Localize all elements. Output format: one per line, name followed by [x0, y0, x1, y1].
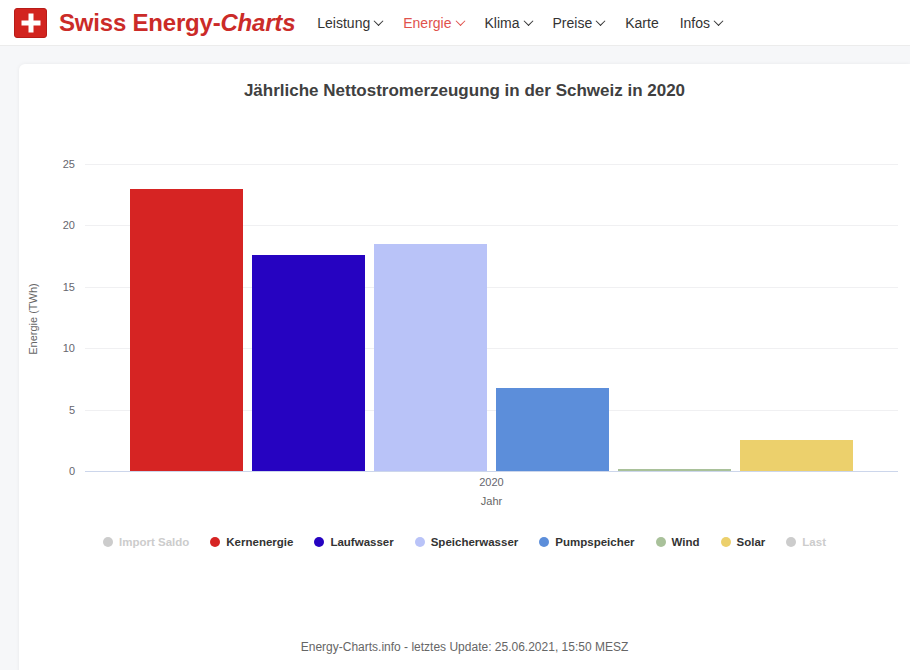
legend-item-speicherwasser[interactable]: Speicherwasser — [415, 536, 519, 548]
legend-label: Last — [802, 536, 826, 548]
bar-laufwasser[interactable] — [252, 255, 365, 471]
legend-dot-icon — [539, 537, 549, 547]
brand-title[interactable]: Swiss Energy-Charts — [59, 9, 295, 37]
nav-label: Preise — [553, 15, 593, 31]
bar-kernenergie[interactable] — [130, 189, 243, 471]
bar-pumpspeicher[interactable] — [496, 388, 609, 472]
y-tick-label: 5 — [41, 404, 75, 416]
nav-label: Karte — [625, 15, 658, 31]
legend-dot-icon — [656, 537, 666, 547]
x-tick-label: 2020 — [85, 476, 898, 488]
legend-label: Wind — [672, 536, 700, 548]
legend-label: Pumpspeicher — [555, 536, 634, 548]
chevron-down-icon — [374, 16, 384, 26]
legend-dot-icon — [786, 537, 796, 547]
y-tick-label: 15 — [41, 281, 75, 293]
legend-item-wind[interactable]: Wind — [656, 536, 700, 548]
legend-item-laufwasser[interactable]: Laufwasser — [314, 536, 393, 548]
legend-label: Solar — [737, 536, 766, 548]
plot-area: Energie (TWh) 0 5 10 15 20 25 — [85, 165, 898, 472]
chevron-down-icon — [596, 16, 606, 26]
bar-group-2020 — [85, 164, 898, 471]
top-navigation-bar: Swiss Energy-Charts Leistung Energie Kli… — [0, 0, 910, 46]
y-axis-title: Energie (TWh) — [27, 283, 39, 355]
nav-label: Infos — [680, 15, 710, 31]
nav-label: Energie — [403, 15, 451, 31]
bar-wind[interactable] — [618, 469, 731, 471]
legend-label: Kernenergie — [226, 536, 293, 548]
legend-item-import-saldo[interactable]: Import Saldo — [103, 536, 189, 548]
legend-item-kernenergie[interactable]: Kernenergie — [210, 536, 293, 548]
nav-item-preise[interactable]: Preise — [553, 15, 605, 31]
legend-item-last[interactable]: Last — [786, 536, 826, 548]
nav-label: Klima — [485, 15, 520, 31]
chart-card: Jährliche Nettostromerzeugung in der Sch… — [19, 64, 910, 670]
legend-dot-icon — [314, 537, 324, 547]
y-tick-label: 20 — [41, 219, 75, 231]
brand-title-italic: Charts — [220, 9, 295, 36]
legend-dot-icon — [103, 537, 113, 547]
legend-item-solar[interactable]: Solar — [721, 536, 766, 548]
nav-item-klima[interactable]: Klima — [485, 15, 532, 31]
chart-legend: Import Saldo Kernenergie Laufwasser Spei… — [19, 536, 910, 548]
legend-label: Import Saldo — [119, 536, 189, 548]
gridline-0 — [85, 471, 898, 472]
legend-label: Speicherwasser — [431, 536, 519, 548]
brand-title-bold: Swiss Energy- — [59, 9, 220, 36]
y-tick-label: 0 — [41, 465, 75, 477]
x-axis-title: Jahr — [85, 495, 898, 507]
chevron-down-icon — [523, 16, 533, 26]
legend-label: Laufwasser — [330, 536, 393, 548]
legend-item-pumpspeicher[interactable]: Pumpspeicher — [539, 536, 634, 548]
chevron-down-icon — [455, 16, 465, 26]
chevron-down-icon — [714, 16, 724, 26]
y-tick-label: 10 — [41, 342, 75, 354]
main-nav: Leistung Energie Klima Preise Karte Info… — [317, 15, 722, 31]
nav-item-energie[interactable]: Energie — [403, 15, 463, 31]
bar-speicherwasser[interactable] — [374, 244, 487, 471]
nav-label: Leistung — [317, 15, 370, 31]
nav-item-karte[interactable]: Karte — [625, 15, 658, 31]
legend-dot-icon — [415, 537, 425, 547]
bar-solar[interactable] — [740, 440, 853, 471]
chart-credits: Energy-Charts.info - letztes Update: 25.… — [19, 640, 910, 654]
chart-title: Jährliche Nettostromerzeugung in der Sch… — [19, 81, 910, 101]
nav-item-leistung[interactable]: Leistung — [317, 15, 382, 31]
swiss-flag-logo-icon[interactable] — [14, 8, 47, 38]
legend-dot-icon — [721, 537, 731, 547]
y-tick-label: 25 — [41, 158, 75, 170]
nav-item-infos[interactable]: Infos — [680, 15, 722, 31]
legend-dot-icon — [210, 537, 220, 547]
